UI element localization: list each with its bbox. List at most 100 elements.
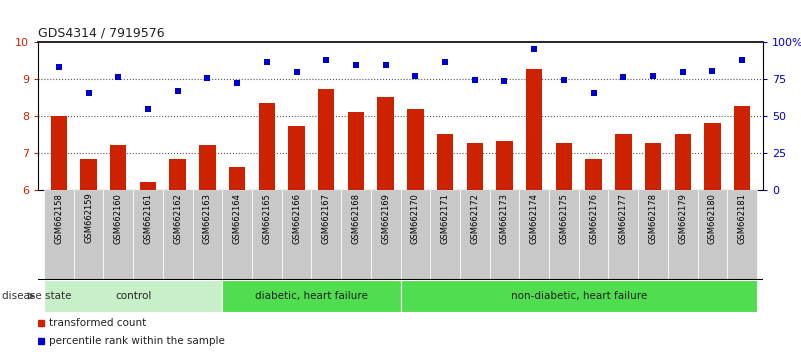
- Text: GSM662159: GSM662159: [84, 193, 93, 244]
- Bar: [467, 143, 483, 190]
- Text: GSM662168: GSM662168: [352, 193, 360, 244]
- Text: GSM662164: GSM662164: [232, 193, 242, 244]
- Point: [706, 68, 718, 74]
- Text: GSM662176: GSM662176: [589, 193, 598, 244]
- Text: GSM662180: GSM662180: [708, 193, 717, 244]
- Bar: [80, 159, 97, 190]
- Bar: [460, 190, 489, 280]
- Point: [201, 75, 214, 81]
- Bar: [371, 190, 400, 280]
- Text: disease state: disease state: [2, 291, 71, 301]
- Point: [676, 69, 689, 75]
- Bar: [44, 190, 74, 280]
- Bar: [44, 280, 222, 312]
- Bar: [318, 89, 334, 190]
- Bar: [674, 134, 691, 190]
- Bar: [430, 190, 460, 280]
- Text: GSM662178: GSM662178: [649, 193, 658, 244]
- Text: diabetic, heart failure: diabetic, heart failure: [255, 291, 368, 301]
- Text: GSM662174: GSM662174: [529, 193, 539, 244]
- Point: [439, 59, 452, 65]
- Bar: [199, 145, 215, 190]
- Text: GSM662172: GSM662172: [470, 193, 479, 244]
- Bar: [526, 69, 542, 190]
- Text: GSM662177: GSM662177: [619, 193, 628, 244]
- Point: [171, 88, 184, 94]
- Bar: [192, 190, 222, 280]
- Bar: [133, 190, 163, 280]
- Text: GSM662166: GSM662166: [292, 193, 301, 244]
- Text: GSM662163: GSM662163: [203, 193, 212, 244]
- Bar: [229, 167, 245, 190]
- Bar: [698, 190, 727, 280]
- Bar: [734, 105, 751, 190]
- Bar: [252, 190, 282, 280]
- Bar: [110, 145, 127, 190]
- Text: percentile rank within the sample: percentile rank within the sample: [49, 336, 225, 346]
- Bar: [519, 190, 549, 280]
- Bar: [556, 143, 572, 190]
- Text: GSM662162: GSM662162: [173, 193, 182, 244]
- Bar: [400, 280, 757, 312]
- Bar: [615, 134, 631, 190]
- Text: GSM662179: GSM662179: [678, 193, 687, 244]
- Point: [617, 74, 630, 80]
- Text: GSM662158: GSM662158: [54, 193, 63, 244]
- Text: transformed count: transformed count: [49, 318, 147, 328]
- Bar: [103, 190, 133, 280]
- Point: [469, 77, 481, 82]
- Bar: [139, 182, 156, 190]
- Bar: [638, 190, 668, 280]
- Text: control: control: [115, 291, 151, 301]
- Bar: [377, 97, 394, 190]
- Bar: [288, 126, 304, 190]
- Text: GSM662167: GSM662167: [322, 193, 331, 244]
- Bar: [549, 190, 579, 280]
- Point: [498, 78, 511, 84]
- Text: GSM662173: GSM662173: [500, 193, 509, 244]
- Bar: [259, 103, 275, 190]
- Bar: [163, 190, 192, 280]
- Bar: [400, 190, 430, 280]
- Bar: [74, 190, 103, 280]
- Bar: [609, 190, 638, 280]
- Point: [557, 77, 570, 82]
- Point: [379, 62, 392, 68]
- Text: GSM662169: GSM662169: [381, 193, 390, 244]
- Bar: [579, 190, 609, 280]
- Bar: [50, 116, 67, 190]
- Point: [260, 59, 273, 65]
- Point: [231, 81, 244, 86]
- Point: [320, 57, 332, 63]
- Bar: [170, 159, 186, 190]
- Text: GSM662161: GSM662161: [143, 193, 152, 244]
- Bar: [497, 141, 513, 190]
- Bar: [645, 143, 662, 190]
- Bar: [222, 280, 400, 312]
- Bar: [489, 190, 519, 280]
- Bar: [348, 112, 364, 190]
- Point: [83, 90, 95, 96]
- Point: [528, 46, 541, 51]
- Bar: [312, 190, 341, 280]
- Bar: [282, 190, 312, 280]
- Bar: [407, 109, 424, 190]
- Text: GSM662160: GSM662160: [114, 193, 123, 244]
- Point: [646, 73, 659, 79]
- Text: GSM662165: GSM662165: [262, 193, 272, 244]
- Point: [290, 69, 303, 75]
- Text: GDS4314 / 7919576: GDS4314 / 7919576: [38, 26, 165, 39]
- Bar: [437, 134, 453, 190]
- Text: GSM662175: GSM662175: [559, 193, 569, 244]
- Point: [52, 64, 65, 70]
- Point: [736, 57, 749, 63]
- Point: [142, 107, 155, 112]
- Text: GSM662171: GSM662171: [441, 193, 449, 244]
- Bar: [222, 190, 252, 280]
- Bar: [341, 190, 371, 280]
- Bar: [668, 190, 698, 280]
- Text: GSM662170: GSM662170: [411, 193, 420, 244]
- Text: GSM662181: GSM662181: [738, 193, 747, 244]
- Text: non-diabetic, heart failure: non-diabetic, heart failure: [511, 291, 647, 301]
- Point: [349, 62, 362, 68]
